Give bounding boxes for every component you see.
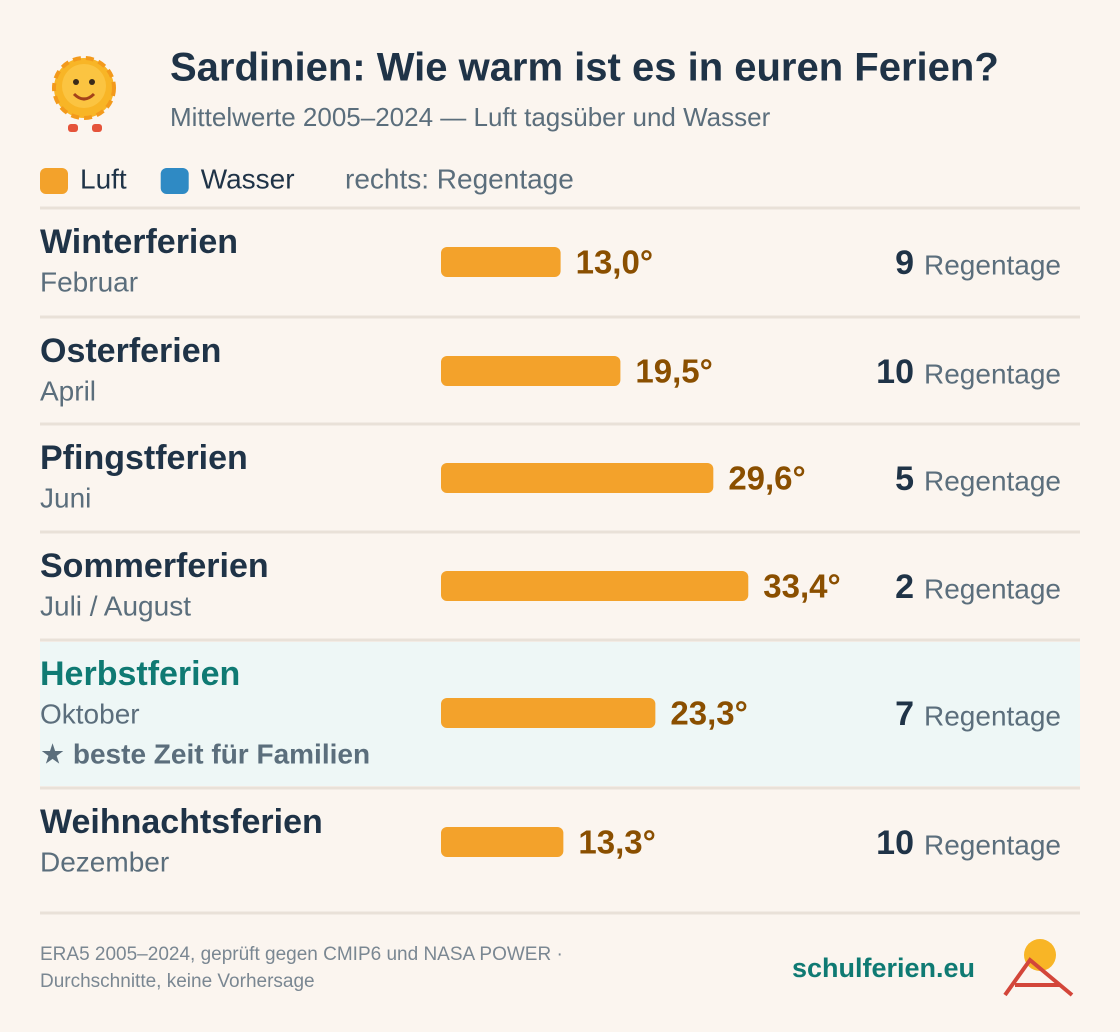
brand: schulferien.eu <box>792 953 975 983</box>
value-label: 19,5° <box>635 353 712 390</box>
value-label: 33,4° <box>763 568 840 605</box>
subtitle: Mittelwerte 2005–2024 — Luft tagsüber un… <box>170 102 771 132</box>
category-label: Herbstferien <box>40 655 240 693</box>
category-note: Juni <box>40 482 91 513</box>
rain-days: 9 <box>895 244 914 282</box>
rain-days: 7 <box>895 695 914 733</box>
legend-note: rechts: Regentage <box>345 163 574 194</box>
rain-days: 5 <box>895 460 914 498</box>
category-note: Februar <box>40 266 138 297</box>
value-label: 13,3° <box>578 824 655 861</box>
legend-label: Luft <box>80 163 127 194</box>
category-label: Pfingstferien <box>40 439 248 477</box>
rain-unit: Regentage <box>924 700 1061 731</box>
legend-label: Wasser <box>201 163 295 194</box>
beach-icon <box>1003 939 1074 997</box>
value-label: 23,3° <box>670 695 747 732</box>
category-label: Weihnachtsferien <box>40 803 323 841</box>
source-line: Durchschnitte, keine Vorhersage <box>40 971 315 992</box>
rain-unit: Regentage <box>924 465 1061 496</box>
bar <box>441 571 749 601</box>
bar <box>441 463 714 493</box>
bar <box>441 356 621 386</box>
source-line: ERA5 2005–2024, geprüft gegen CMIP6 und … <box>40 944 563 965</box>
rain-days: 2 <box>895 568 914 606</box>
legend-swatch <box>40 168 68 194</box>
rain-days: 10 <box>876 353 914 391</box>
title: Sardinien: Wie warm ist es in euren Feri… <box>170 46 999 90</box>
bar <box>441 698 656 728</box>
rain-unit: Regentage <box>924 358 1061 389</box>
value-label: 29,6° <box>728 460 805 497</box>
legend-swatch <box>160 168 189 194</box>
category-label: Winterferien <box>40 223 238 261</box>
category-note: April <box>40 375 96 406</box>
category-note: Dezember <box>40 846 169 877</box>
category-note: Oktober <box>40 698 140 729</box>
rain-days: 10 <box>876 824 914 862</box>
rain-unit: Regentage <box>924 829 1061 860</box>
bar <box>441 827 564 857</box>
rain-unit: Regentage <box>924 249 1061 280</box>
category-label: Sommerferien <box>40 547 269 585</box>
rain-unit: Regentage <box>924 573 1061 604</box>
bar <box>441 247 561 277</box>
category-label: Osterferien <box>40 332 221 370</box>
footer: ERA5 2005–2024, geprüft gegen CMIP6 und … <box>40 939 1074 997</box>
sun-icon <box>52 56 116 132</box>
highlight-note: ★ beste Zeit für Familien <box>40 738 370 769</box>
value-label: 13,0° <box>576 244 653 281</box>
category-note: Juli / August <box>40 590 191 621</box>
